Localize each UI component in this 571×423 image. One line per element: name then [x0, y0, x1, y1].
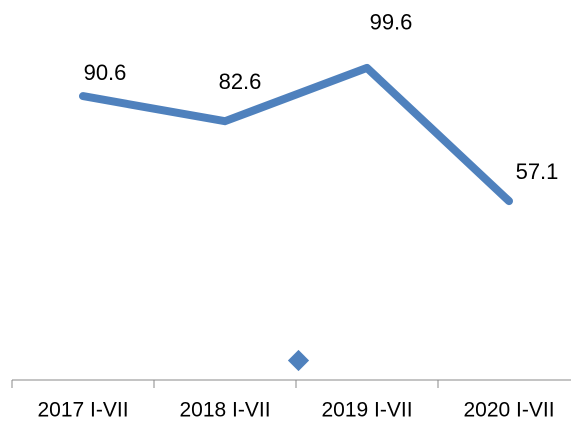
- data-label: 99.6: [370, 10, 413, 35]
- data-label: 82.6: [219, 69, 262, 94]
- line: [79, 63, 513, 206]
- data-label: 57.1: [516, 159, 559, 184]
- x-tick-label: 2019 I-VII: [321, 399, 412, 422]
- data-label: 90.6: [84, 60, 127, 85]
- x-tick-label: 2020 I-VII: [463, 399, 554, 422]
- x-tick-label: 2017 I-VII: [37, 399, 128, 422]
- legend-marker: [287, 349, 310, 372]
- x-tick-label: 2018 I-VII: [179, 399, 270, 422]
